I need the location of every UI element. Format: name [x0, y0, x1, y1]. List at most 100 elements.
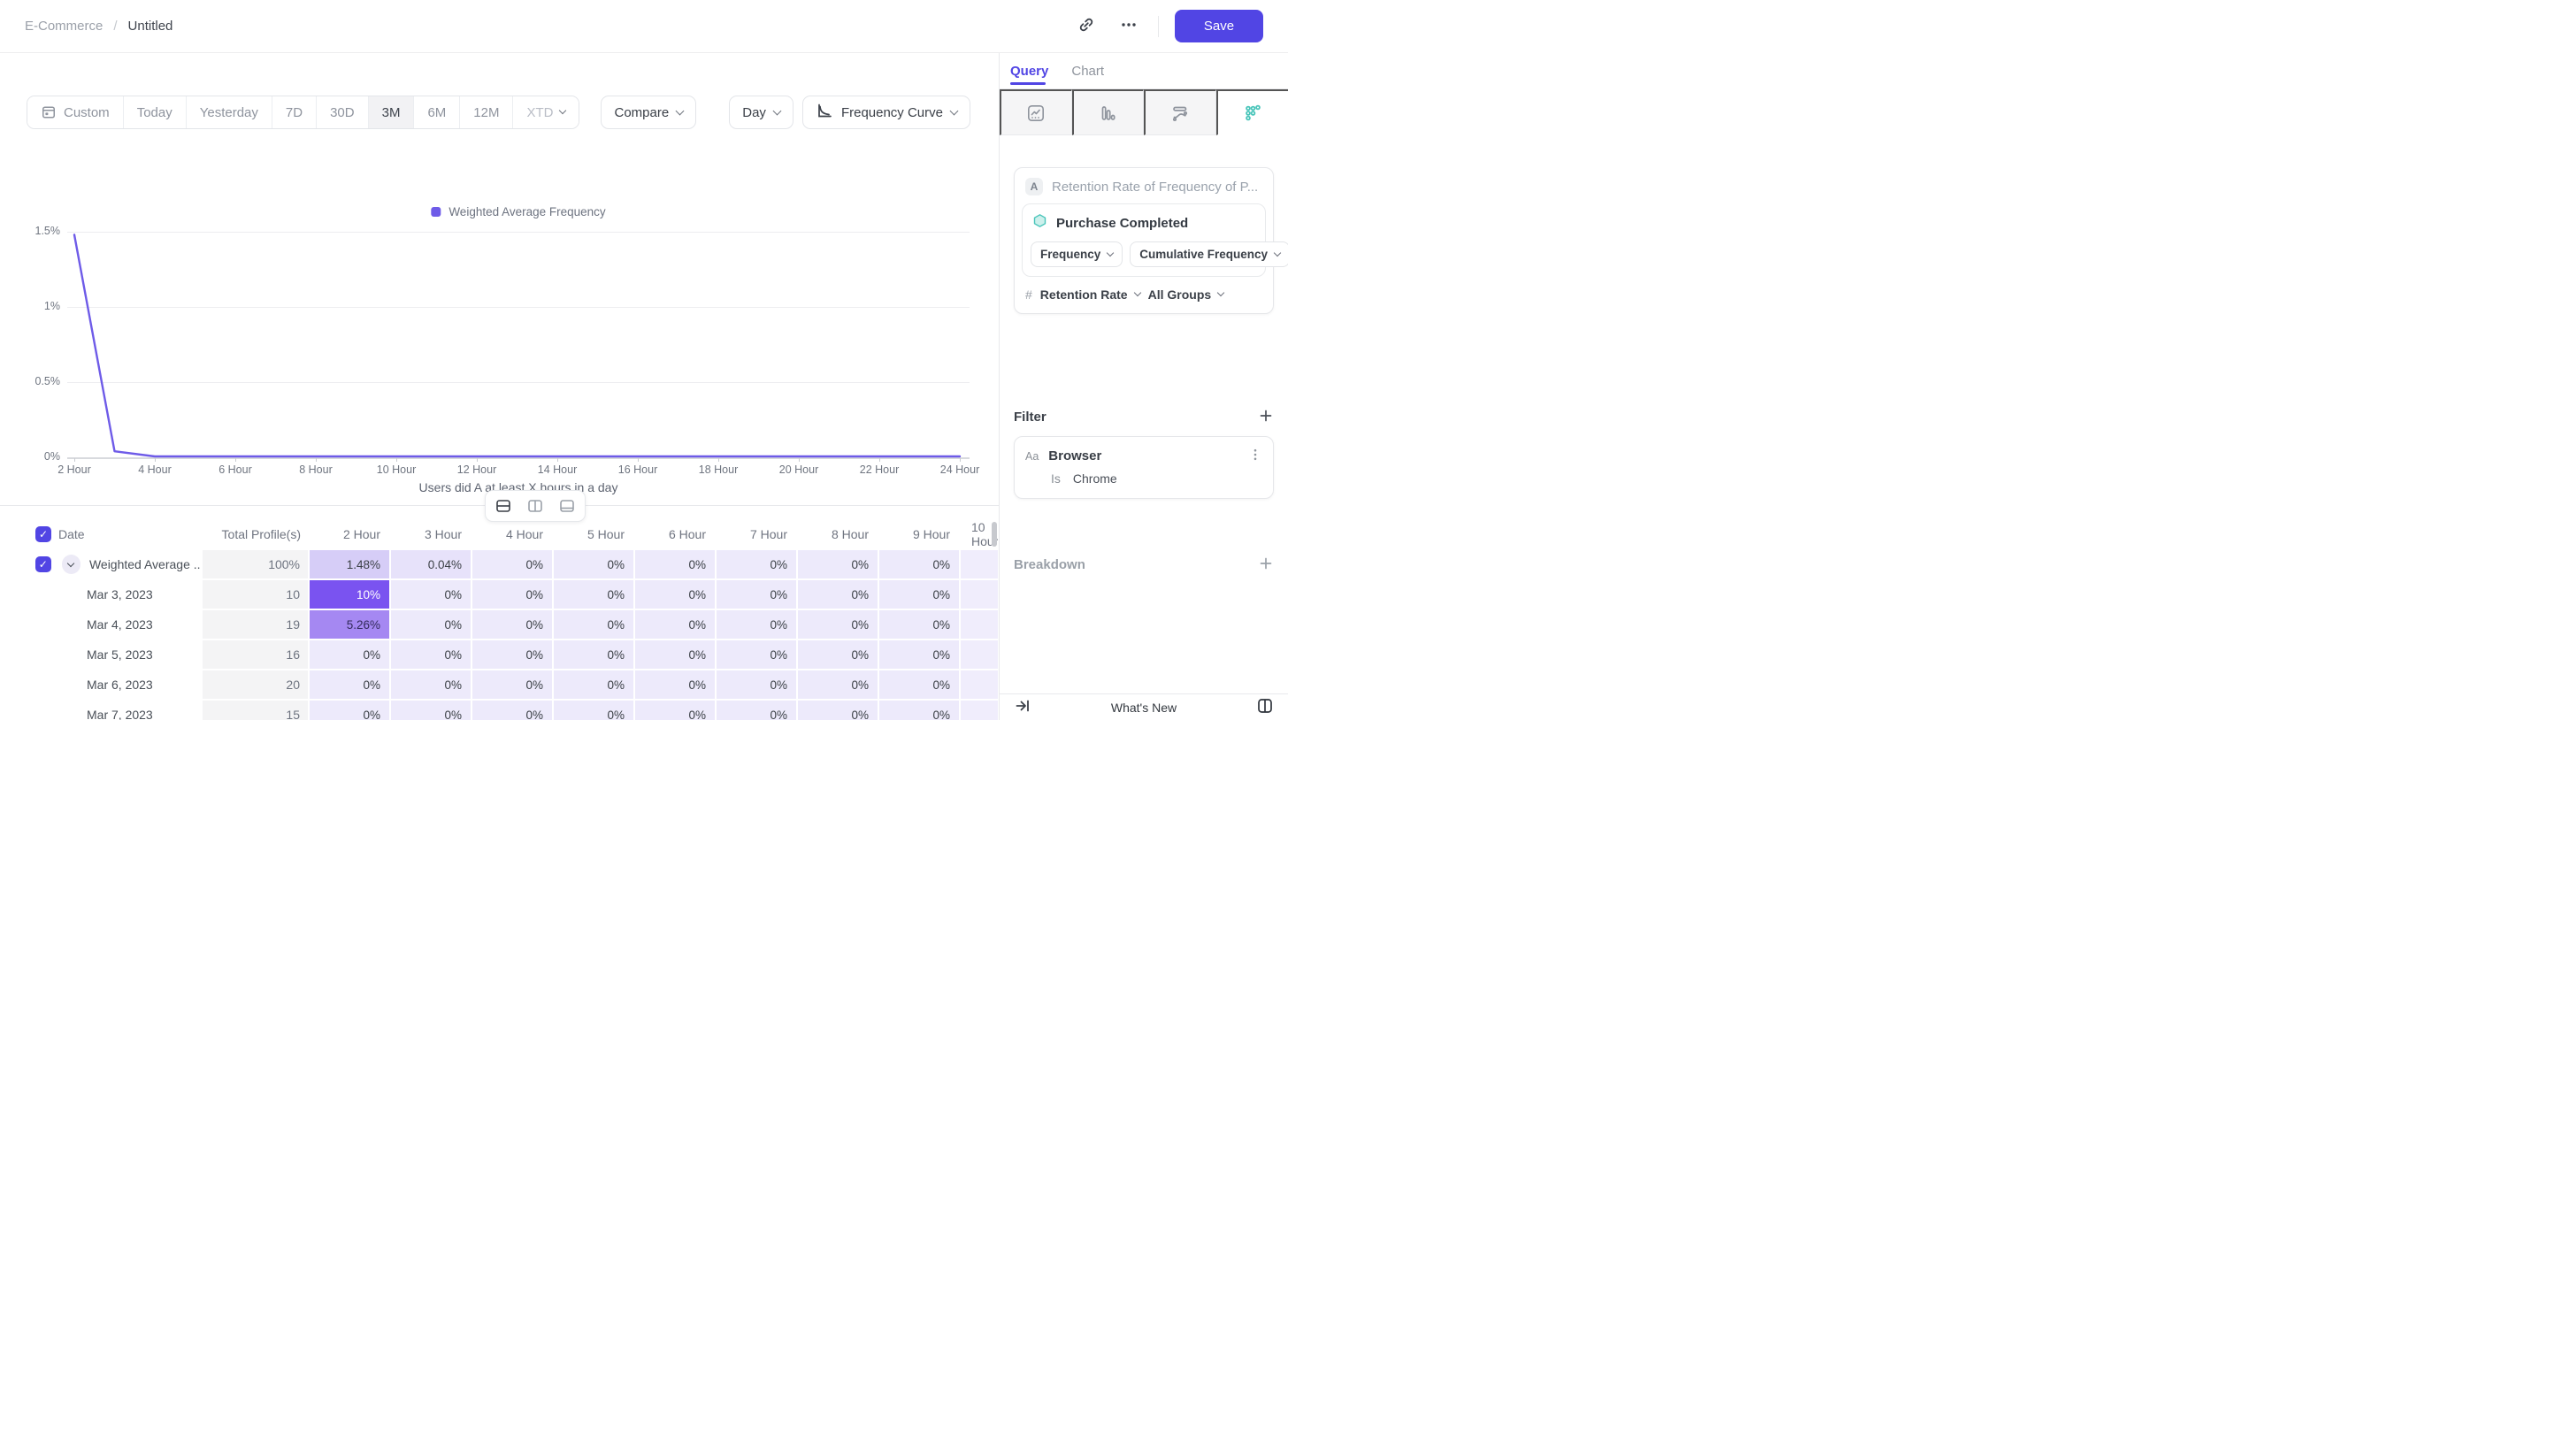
add-breakdown-button[interactable] [1258, 555, 1274, 574]
table-row: ✓ Weighted Average ... 100% 1.48% 0.04% 0% 0% 0… [0, 550, 998, 578]
total-profiles-cell: 100% [203, 550, 308, 578]
value-cell: 0% [554, 610, 633, 639]
header-4-hour: 4 Hour [505, 527, 543, 541]
event-card: Purchase Completed Frequency Cumulative … [1022, 203, 1288, 277]
row-label-cell: Mar 7, 2023 [0, 701, 201, 720]
x-axis-tick-label: 24 Hour [939, 463, 980, 476]
gridline [67, 382, 970, 383]
row-label-cell: Mar 5, 2023 [0, 640, 201, 669]
expand-row-button[interactable] [61, 555, 80, 574]
tab-query[interactable]: Query [1010, 63, 1049, 79]
analytics-report-page: E-Commerce / Untitled Save Custom Today Ye… [0, 0, 1288, 720]
chart-line-series[interactable] [67, 226, 970, 459]
x-axis-tick-label: 6 Hour [218, 463, 252, 476]
filter-property[interactable]: Browser [1048, 448, 1102, 463]
row-checkbox[interactable]: ✓ [35, 556, 51, 572]
compare-button[interactable]: Compare [601, 96, 697, 129]
flow-chart-icon [1170, 103, 1190, 123]
table-row: Mar 6, 2023 20 0% 0% 0% 0% 0% 0% 0% 0% [0, 670, 998, 699]
event-selector[interactable]: Purchase Completed [1023, 204, 1265, 240]
range-12m[interactable]: 12M [460, 96, 514, 128]
filter-menu-button[interactable] [1248, 448, 1262, 464]
collapse-sidebar-button[interactable] [1012, 697, 1033, 718]
line-chart-icon [1026, 103, 1046, 123]
range-custom[interactable]: Custom [27, 96, 124, 128]
save-button[interactable]: Save [1175, 10, 1263, 42]
range-label: Custom [64, 104, 110, 120]
top-bar: E-Commerce / Untitled Save [0, 0, 1288, 53]
header-total-profiles: Total Profile(s) [221, 527, 301, 541]
filter-operator[interactable]: Is [1051, 471, 1061, 486]
value-cell: 0% [310, 701, 389, 720]
y-axis-tick-label: 1.5% [34, 225, 61, 237]
value-cell-clipped [961, 640, 998, 669]
filter-card[interactable]: Aa Browser Is Chrome [1014, 436, 1274, 499]
value-cell: 0% [879, 670, 959, 699]
range-30d[interactable]: 30D [317, 96, 369, 128]
chart-type-button[interactable]: Frequency Curve [801, 96, 970, 129]
filter-value[interactable]: Chrome [1072, 471, 1117, 486]
chart-legend[interactable]: Weighted Average Frequency [431, 205, 606, 218]
breadcrumb-separator: / [113, 19, 118, 34]
range-label: 12M [473, 104, 500, 120]
chart-type-tab-bar-chart[interactable] [1071, 89, 1144, 135]
range-7d[interactable]: 7D [272, 96, 318, 128]
add-filter-button[interactable] [1258, 408, 1274, 426]
frequency-type-dropdown[interactable]: Cumulative Frequency [1130, 241, 1288, 267]
more-menu-button[interactable] [1116, 13, 1142, 40]
measure-dropdown[interactable]: Retention Rate [1040, 287, 1141, 302]
table-vertical-scrollbar[interactable] [992, 522, 997, 547]
split-vertical-icon [527, 499, 543, 513]
frequency-dropdown[interactable]: Frequency [1031, 241, 1123, 267]
chevron-down-icon [949, 106, 959, 115]
header-3-hour: 3 Hour [424, 527, 462, 541]
x-axis-tick-label: 20 Hour [778, 463, 819, 476]
value-cell: 0% [717, 670, 796, 699]
value-cell: 0% [798, 550, 878, 578]
range-3m[interactable]: 3M [368, 96, 415, 128]
layout-split-vertical-button[interactable] [520, 494, 550, 518]
layout-split-horizontal-button[interactable] [488, 494, 518, 518]
tab-chart[interactable]: Chart [1071, 63, 1105, 79]
range-today[interactable]: Today [123, 96, 187, 128]
chart-type-tab-flow-chart[interactable] [1144, 89, 1216, 135]
copy-link-button[interactable] [1073, 13, 1100, 40]
report-controls: Custom Today Yesterday 7D 30D 3M 6M 12M XTD Comp… [27, 96, 970, 129]
header-7-hour: 7 Hour [749, 527, 787, 541]
row-label: Mar 4, 2023 [87, 617, 153, 632]
frequency-dots-icon [1243, 103, 1262, 123]
breadcrumb-title[interactable]: Untitled [127, 19, 173, 34]
breakdown-section-header: Breakdown [1014, 555, 1274, 574]
range-label: 30D [330, 104, 355, 120]
value-cell: 0% [554, 670, 633, 699]
granularity-button[interactable]: Day [729, 96, 794, 129]
layout-chart-focus-button[interactable] [552, 494, 582, 518]
hexagon-event-icon [1032, 213, 1047, 233]
query-sidebar: Query Chart A Retention Rate of Frequenc… [999, 53, 1288, 720]
panel-layout-button[interactable] [1254, 697, 1276, 718]
whats-new-link[interactable]: What's New [1110, 700, 1177, 715]
chart-type-tab-frequency-dots[interactable] [1215, 89, 1288, 135]
header-date: ✓ Date [0, 520, 201, 548]
range-label: 3M [381, 104, 401, 120]
step-title[interactable]: Retention Rate of Frequency of P... [1052, 179, 1259, 195]
chevron-down-icon [772, 106, 782, 115]
header-10-hour: 10 Hour [971, 520, 998, 548]
split-horizontal-icon [495, 499, 511, 513]
frequency-curve-icon [816, 102, 833, 123]
range-label: 6M [427, 104, 447, 120]
range-yesterday[interactable]: Yesterday [186, 96, 272, 128]
select-all-checkbox[interactable]: ✓ [35, 526, 51, 542]
value-cell: 0% [472, 550, 552, 578]
total-profiles-cell: 15 [203, 701, 308, 720]
range-6m[interactable]: 6M [414, 96, 461, 128]
sidebar-tabs: Query Chart [1000, 53, 1288, 88]
chart-type-label: Frequency Curve [840, 104, 943, 120]
groups-dropdown[interactable]: All Groups [1148, 287, 1225, 302]
chevron-down-icon [1216, 288, 1225, 297]
x-axis-tick [235, 458, 236, 462]
breadcrumb-project[interactable]: E-Commerce [25, 19, 104, 34]
table-row: Mar 3, 2023 10 10% 0% 0% 0% 0% 0% 0% 0% [0, 580, 998, 609]
chart-type-tab-line-chart[interactable] [1000, 89, 1072, 135]
range-xtd[interactable]: XTD [513, 96, 579, 128]
